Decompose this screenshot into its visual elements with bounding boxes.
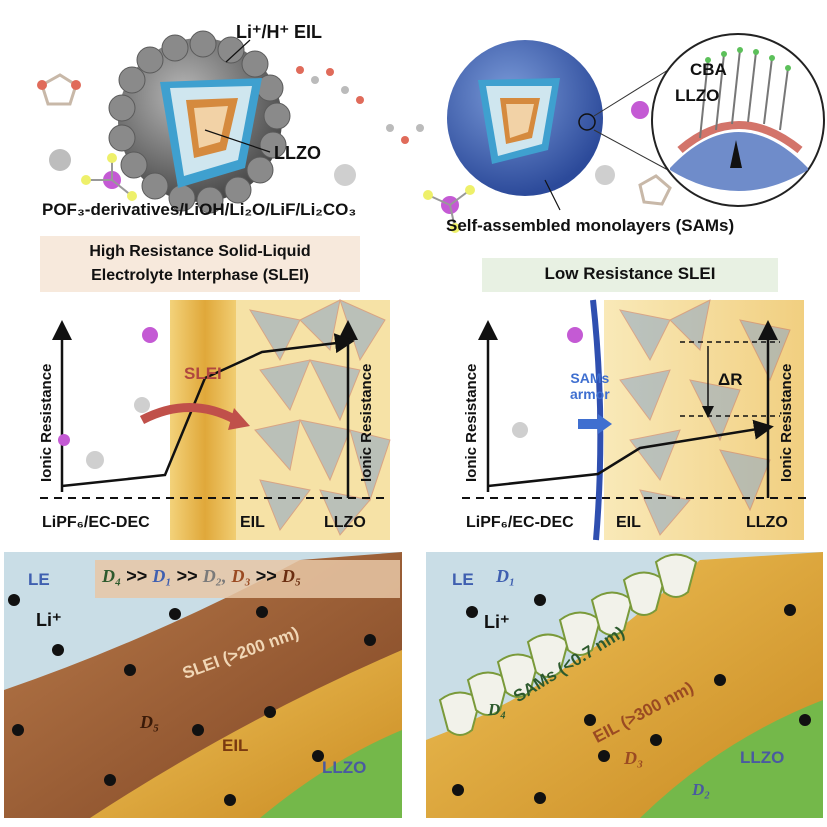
sams-zoom-inset <box>651 33 825 207</box>
ionic-resistance-axis-right: Ionic Resistance <box>358 363 375 482</box>
rank-gt-1: >> <box>126 566 148 586</box>
rank-gt-3: >> <box>255 566 277 586</box>
low-resistance-banner: Low Resistance SLEI <box>544 264 716 283</box>
li-ion-label-left: Li⁺ <box>36 610 62 630</box>
slei-label: SLEI <box>184 364 222 383</box>
sams-particle <box>447 40 669 211</box>
ionic-resistance-axis-right-2: Ionic Resistance <box>778 363 795 482</box>
llzo-label-bottom-left: LLZO <box>322 758 367 777</box>
rank-d4: D₄ <box>102 566 122 586</box>
sams-label: Self-assembled monolayers (SAMs) <box>446 216 735 235</box>
ionic-resistance-axis-left: Ionic Resistance <box>38 363 55 482</box>
cba-label: CBA <box>690 60 727 79</box>
llzo-label-bottom-right: LLZO <box>740 748 785 767</box>
decorative-molecules-top-right <box>423 101 672 233</box>
eil-label-bottom-left: EIL <box>222 736 249 755</box>
banner-line-1: High Resistance Solid-Liquid <box>89 243 311 260</box>
mid-left-panel <box>40 299 391 540</box>
banner-line-2: Electrolyte Interphase (SLEI) <box>91 267 309 284</box>
sams-armor-line-2: armor <box>570 386 610 402</box>
d5-label: D₅ <box>140 712 160 732</box>
le-label-right: LE <box>452 570 474 589</box>
d3-label: D₃ <box>624 748 644 768</box>
decomposition-products-label: POF₃-derivatives/LiOH/Li₂O/LiF/Li₂CO₃ <box>42 200 357 219</box>
d1-label: D₁ <box>496 566 516 586</box>
high-resistance-particle <box>108 30 291 214</box>
d4-label: D₄ <box>488 700 507 719</box>
eil-label: Li⁺/H⁺ EIL <box>236 22 323 42</box>
decorative-molecules-top-left <box>37 66 424 201</box>
d2-label: D₂ <box>692 780 711 799</box>
le-label-left: LE <box>28 570 50 589</box>
rank-gt-2: >> <box>176 566 198 586</box>
rank-d3: D₃ <box>231 566 251 586</box>
li-ion-label-right: Li⁺ <box>484 612 510 632</box>
electrolyte-label-left: LiPF₆/EC-DEC <box>42 514 150 531</box>
mid-right-panel <box>462 299 810 541</box>
llzo-inset-label: LLZO <box>675 86 720 105</box>
rank-d2: D₂, <box>202 566 227 586</box>
rank-d5: D₅ <box>281 566 302 586</box>
llzo-core-label: LLZO <box>274 143 321 163</box>
ionic-resistance-axis-left-2: Ionic Resistance <box>463 363 480 482</box>
eil-axis-label-right: EIL <box>616 514 641 531</box>
rank-d1: D₁ <box>152 566 172 586</box>
electrolyte-label-right: LiPF₆/EC-DEC <box>466 514 574 531</box>
eil-axis-label-left: EIL <box>240 514 265 531</box>
sams-armor-label: SAMs armor <box>570 370 610 402</box>
delta-r-label: ΔR <box>718 370 743 389</box>
llzo-axis-label-right: LLZO <box>746 514 788 531</box>
llzo-axis-label-left: LLZO <box>324 514 366 531</box>
sams-armor-line-1: SAMs <box>570 370 610 386</box>
banner-left-bg <box>40 236 360 292</box>
diffusion-ranking: D₄ >> D₁ >> D₂, D₃ >> D₅ <box>102 566 301 587</box>
high-resistance-banner: High Resistance Solid-Liquid Electrolyte… <box>40 240 360 288</box>
bottom-right-panel <box>426 552 823 818</box>
bottom-left-panel <box>4 552 402 818</box>
banner-right-bg <box>482 258 778 292</box>
